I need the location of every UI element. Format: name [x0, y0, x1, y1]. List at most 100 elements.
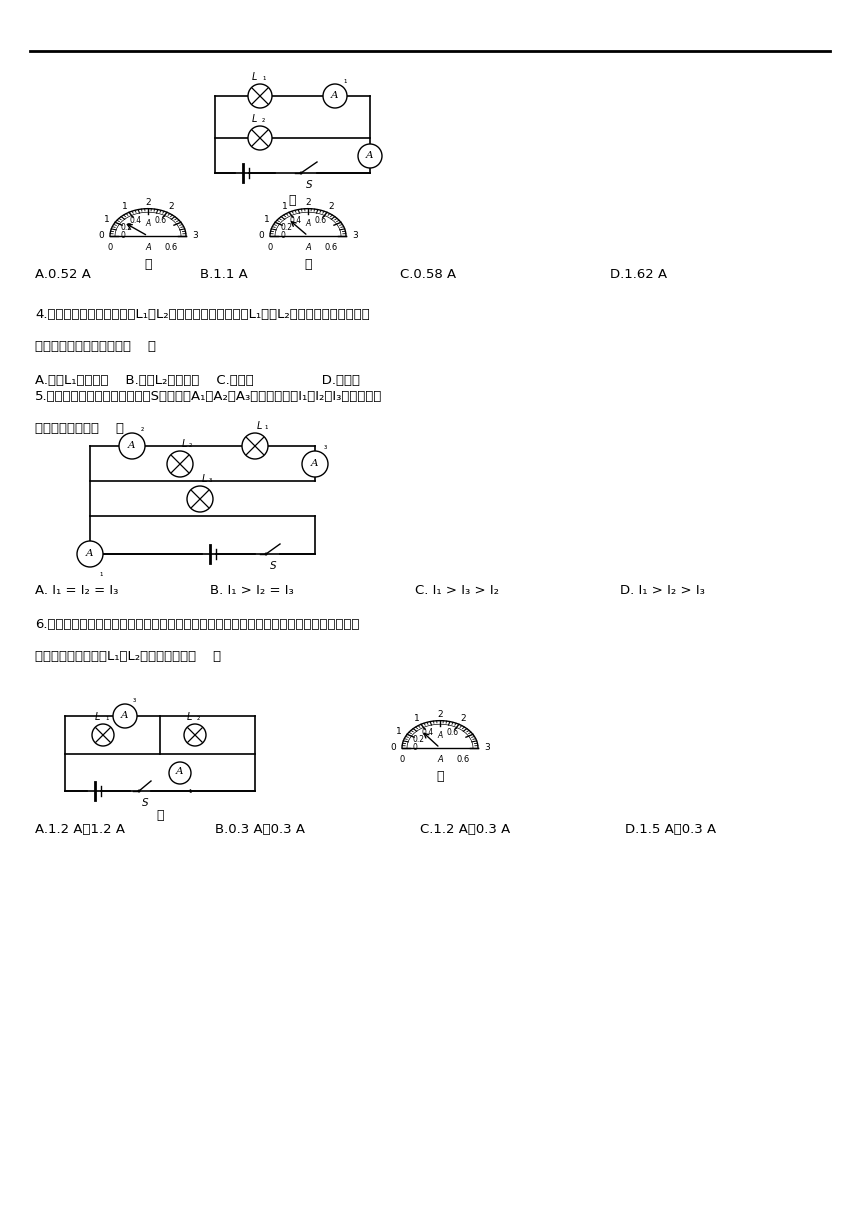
Text: A. I₁ = I₂ = I₃: A. I₁ = I₂ = I₃ — [35, 584, 119, 597]
Text: 0: 0 — [413, 743, 417, 753]
Circle shape — [299, 171, 303, 175]
Text: 1: 1 — [281, 202, 287, 212]
Text: ₁: ₁ — [264, 422, 267, 430]
Circle shape — [265, 552, 267, 556]
Text: ₁: ₁ — [188, 786, 192, 795]
Text: 丙: 丙 — [304, 258, 311, 271]
Text: A.0.52 A: A.0.52 A — [35, 268, 91, 281]
Circle shape — [242, 433, 268, 458]
Circle shape — [119, 433, 145, 458]
Text: 乙: 乙 — [144, 258, 151, 271]
Text: 0.6: 0.6 — [315, 216, 327, 225]
Text: 1: 1 — [414, 714, 420, 724]
Text: 5.如图所示的电路中，闭合开关S，电流表A₁、A₂、A₃的示数分别为I₁、I₂、I₃，它们的大: 5.如图所示的电路中，闭合开关S，电流表A₁、A₂、A₃的示数分别为I₁、I₂、… — [35, 390, 383, 402]
Text: D.1.5 A；0.3 A: D.1.5 A；0.3 A — [625, 823, 716, 837]
Text: A: A — [331, 90, 339, 100]
Text: 乙: 乙 — [436, 770, 444, 783]
Circle shape — [248, 84, 272, 108]
Text: 1: 1 — [104, 214, 110, 224]
Text: ₂: ₂ — [189, 440, 193, 449]
Text: 灯的电流的结论正确的是（    ）: 灯的电流的结论正确的是（ ） — [35, 340, 156, 353]
Text: 1: 1 — [121, 202, 127, 212]
Text: A: A — [145, 243, 150, 252]
Text: B. I₁ > I₂ = I₃: B. I₁ > I₂ = I₃ — [210, 584, 294, 597]
Text: A.通过L₁的电流大    B.通过L₂的电流大    C.一样大                D.不确定: A.通过L₁的电流大 B.通过L₂的电流大 C.一样大 D.不确定 — [35, 375, 360, 387]
Text: ₁: ₁ — [99, 569, 102, 578]
Text: 0: 0 — [108, 243, 113, 252]
Text: A: A — [128, 440, 136, 450]
Text: 0: 0 — [399, 755, 404, 764]
Text: A: A — [86, 548, 94, 557]
Text: 0: 0 — [390, 743, 396, 753]
Text: 0: 0 — [98, 231, 104, 241]
Text: ₂: ₂ — [262, 116, 265, 124]
Text: A.1.2 A；1.2 A: A.1.2 A；1.2 A — [35, 823, 125, 837]
Circle shape — [113, 704, 137, 728]
Text: 0.4: 0.4 — [290, 216, 302, 225]
Text: 4.某同学在做实验时，将灯L₁、L₂串联在电路中，发现灯L₁比灯L₂亮，于是他得出通过两: 4.某同学在做实验时，将灯L₁、L₂串联在电路中，发现灯L₁比灯L₂亮，于是他得… — [35, 308, 370, 321]
Text: L: L — [95, 713, 100, 722]
Text: 2: 2 — [437, 710, 443, 719]
Text: ₂: ₂ — [141, 424, 144, 433]
Text: 2: 2 — [329, 202, 335, 212]
Text: 1: 1 — [264, 214, 270, 224]
Text: 0.2: 0.2 — [120, 223, 132, 231]
Circle shape — [358, 143, 382, 168]
Text: C.1.2 A；0.3 A: C.1.2 A；0.3 A — [420, 823, 510, 837]
Text: 3: 3 — [352, 231, 358, 241]
Text: ₃: ₃ — [133, 696, 136, 704]
Text: 2: 2 — [169, 202, 175, 212]
Text: A: A — [176, 767, 184, 777]
Text: ₁: ₁ — [262, 73, 266, 81]
Text: 图乙所示，通过灯泡L₁和L₂的电流分别为（    ）: 图乙所示，通过灯泡L₁和L₂的电流分别为（ ） — [35, 651, 221, 663]
Text: A: A — [305, 219, 310, 227]
Circle shape — [167, 451, 193, 477]
Text: B.0.3 A；0.3 A: B.0.3 A；0.3 A — [215, 823, 305, 837]
Text: D.1.62 A: D.1.62 A — [610, 268, 667, 281]
Text: 2: 2 — [305, 198, 310, 207]
Circle shape — [138, 789, 140, 793]
Text: ₃: ₃ — [324, 441, 328, 451]
Circle shape — [77, 541, 103, 567]
Text: ₃: ₃ — [209, 475, 212, 484]
Circle shape — [187, 486, 213, 512]
Text: ₂: ₂ — [197, 713, 200, 722]
Text: 0.6: 0.6 — [446, 728, 458, 737]
Text: 0.6: 0.6 — [164, 243, 177, 252]
Text: C. I₁ > I₃ > I₂: C. I₁ > I₃ > I₂ — [415, 584, 499, 597]
Text: 甲: 甲 — [289, 195, 296, 207]
Text: A: A — [311, 458, 319, 467]
Circle shape — [92, 724, 114, 745]
Text: 0: 0 — [120, 231, 126, 241]
Text: A: A — [438, 731, 443, 739]
Text: S: S — [142, 798, 148, 807]
Text: L: L — [202, 474, 207, 484]
Text: ₁: ₁ — [105, 713, 108, 722]
Text: L: L — [182, 439, 187, 449]
Text: L: L — [252, 114, 257, 124]
Circle shape — [248, 126, 272, 150]
Text: 0.2: 0.2 — [280, 223, 292, 231]
Circle shape — [302, 451, 328, 477]
Circle shape — [323, 84, 347, 108]
Text: 0.6: 0.6 — [324, 243, 337, 252]
Text: A: A — [145, 219, 150, 227]
Text: S: S — [270, 561, 276, 572]
Text: L: L — [257, 421, 262, 430]
Text: L: L — [252, 72, 257, 81]
Text: A: A — [305, 243, 310, 252]
Text: A: A — [366, 151, 374, 159]
Text: 6.如图甲所示的电路中，闭合开关，两灯泡均发光，且两个完全相同的电流表指针偏转均如: 6.如图甲所示的电路中，闭合开关，两灯泡均发光，且两个完全相同的电流表指针偏转均… — [35, 618, 359, 631]
Text: 0: 0 — [258, 231, 264, 241]
Text: ₁: ₁ — [343, 75, 347, 85]
Text: 0: 0 — [280, 231, 286, 241]
Text: 3: 3 — [192, 231, 198, 241]
Text: D. I₁ > I₂ > I₃: D. I₁ > I₂ > I₃ — [620, 584, 705, 597]
Text: 1: 1 — [396, 727, 402, 736]
Circle shape — [184, 724, 206, 745]
Text: 0.6: 0.6 — [155, 216, 167, 225]
Text: C.0.58 A: C.0.58 A — [400, 268, 456, 281]
Text: S: S — [305, 180, 312, 190]
Text: 0.4: 0.4 — [130, 216, 142, 225]
Text: 0.6: 0.6 — [456, 755, 470, 764]
